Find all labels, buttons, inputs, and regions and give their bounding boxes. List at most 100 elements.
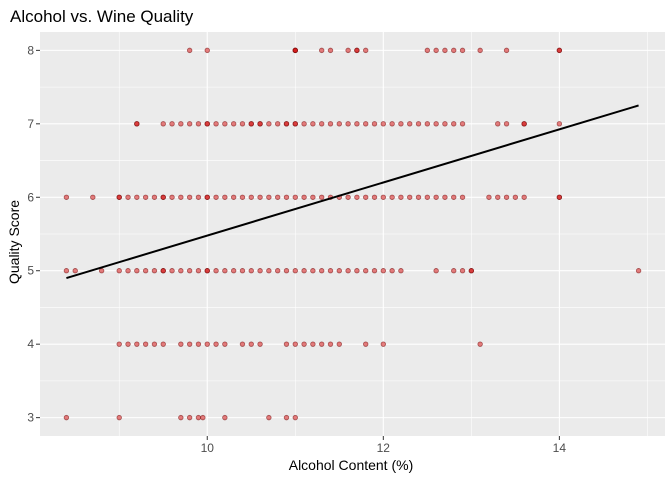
data-point <box>160 121 166 127</box>
data-point <box>142 341 149 347</box>
data-point <box>116 341 122 347</box>
data-point <box>318 47 325 54</box>
data-point <box>371 268 378 274</box>
data-point <box>451 194 457 200</box>
data-point <box>283 121 290 127</box>
data-point <box>151 341 158 347</box>
y-tick-label: 4 <box>27 337 34 351</box>
data-point <box>160 194 166 200</box>
data-point <box>230 268 237 274</box>
data-point <box>398 121 404 127</box>
data-point <box>63 268 70 274</box>
data-point <box>327 268 334 274</box>
data-point <box>556 194 563 200</box>
data-point <box>248 194 254 200</box>
data-point <box>345 194 351 200</box>
data-point <box>125 341 131 347</box>
data-point <box>398 194 404 200</box>
data-point <box>363 121 369 127</box>
data-point <box>389 194 395 200</box>
data-point <box>195 194 202 200</box>
data-point <box>310 268 316 274</box>
data-point <box>336 341 342 347</box>
data-point <box>283 414 290 421</box>
data-point <box>451 47 457 54</box>
x-tick-label: 14 <box>553 441 567 455</box>
x-tick-label: 12 <box>377 441 391 455</box>
data-point <box>380 268 387 274</box>
data-point <box>477 47 483 54</box>
data-point <box>222 268 228 274</box>
data-point <box>301 268 307 274</box>
data-point <box>274 121 281 127</box>
data-point <box>186 194 193 200</box>
data-point <box>495 194 501 200</box>
y-tick-label: 8 <box>27 43 34 57</box>
data-point <box>213 341 219 347</box>
data-point <box>521 121 527 127</box>
data-point <box>292 121 298 127</box>
data-point <box>556 121 563 127</box>
data-point <box>459 268 466 274</box>
data-point <box>200 414 206 421</box>
data-point <box>274 268 281 274</box>
data-point <box>248 121 254 127</box>
data-point <box>318 194 325 200</box>
data-point <box>389 121 395 127</box>
data-point <box>239 194 246 200</box>
data-point <box>415 121 422 127</box>
data-point <box>292 268 298 274</box>
data-point <box>160 341 166 347</box>
data-point <box>178 121 184 127</box>
data-point <box>451 268 457 274</box>
data-point <box>310 121 316 127</box>
data-point <box>204 268 210 274</box>
data-point <box>310 194 316 200</box>
data-point <box>98 268 105 274</box>
data-points <box>63 47 642 421</box>
data-point <box>415 194 422 200</box>
data-point <box>186 121 193 127</box>
data-point <box>213 268 219 274</box>
data-point <box>398 268 404 274</box>
data-point <box>433 121 439 127</box>
data-point <box>195 268 202 274</box>
data-point <box>186 341 193 347</box>
data-point <box>125 268 131 274</box>
data-point <box>257 121 263 127</box>
data-point <box>274 194 281 200</box>
data-point <box>345 268 351 274</box>
data-point <box>292 414 298 421</box>
data-point <box>222 414 228 421</box>
chart-title: Alcohol vs. Wine Quality <box>10 7 194 26</box>
data-point <box>327 121 334 127</box>
data-point <box>424 47 431 54</box>
data-point <box>354 194 360 200</box>
data-point <box>292 341 298 347</box>
data-point <box>142 194 149 200</box>
data-point <box>292 194 298 200</box>
data-point <box>239 341 246 347</box>
data-point <box>389 268 395 274</box>
data-point <box>345 47 351 54</box>
data-point <box>222 121 228 127</box>
data-point <box>380 341 387 347</box>
data-point <box>142 268 149 274</box>
data-point <box>424 121 431 127</box>
data-point <box>257 194 263 200</box>
data-point <box>459 194 466 200</box>
data-point <box>248 341 254 347</box>
data-point <box>195 121 202 127</box>
data-point <box>169 268 175 274</box>
y-axis-title: Quality Score <box>6 200 22 284</box>
data-point <box>195 414 202 421</box>
data-point <box>134 194 140 200</box>
y-tick-label: 6 <box>27 190 34 204</box>
x-axis-ticks: 10 12 14 <box>201 436 567 455</box>
data-point <box>186 268 193 274</box>
data-point <box>178 268 184 274</box>
data-point <box>266 268 272 274</box>
data-point <box>266 121 272 127</box>
data-point <box>204 341 210 347</box>
